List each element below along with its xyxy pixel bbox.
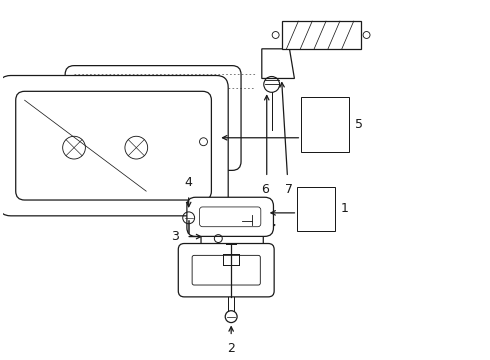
Polygon shape bbox=[301, 97, 349, 152]
Text: 2: 2 bbox=[227, 342, 235, 355]
FancyBboxPatch shape bbox=[192, 255, 260, 285]
Polygon shape bbox=[201, 221, 275, 234]
Text: 5: 5 bbox=[355, 118, 363, 131]
Text: 7: 7 bbox=[286, 183, 294, 196]
FancyBboxPatch shape bbox=[187, 197, 273, 237]
Text: 1: 1 bbox=[341, 202, 349, 215]
FancyBboxPatch shape bbox=[81, 78, 226, 158]
FancyBboxPatch shape bbox=[178, 243, 274, 297]
FancyBboxPatch shape bbox=[199, 207, 261, 227]
FancyBboxPatch shape bbox=[65, 66, 241, 170]
Polygon shape bbox=[201, 230, 263, 251]
Polygon shape bbox=[262, 49, 294, 78]
FancyBboxPatch shape bbox=[0, 76, 228, 216]
FancyBboxPatch shape bbox=[16, 91, 211, 200]
Text: 6: 6 bbox=[261, 183, 269, 196]
Polygon shape bbox=[297, 187, 335, 231]
Text: 4: 4 bbox=[185, 176, 193, 189]
Polygon shape bbox=[282, 21, 361, 49]
Text: 3: 3 bbox=[172, 230, 179, 243]
